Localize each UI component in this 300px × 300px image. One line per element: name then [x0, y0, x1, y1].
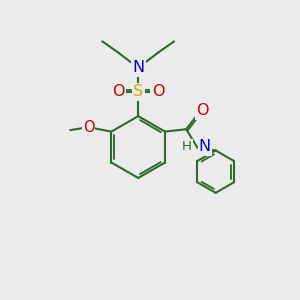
Text: N: N	[199, 140, 211, 154]
Text: N: N	[132, 60, 144, 75]
Text: O: O	[83, 120, 94, 135]
Text: H: H	[182, 140, 192, 153]
Text: O: O	[152, 85, 164, 100]
Text: S: S	[133, 85, 143, 100]
Text: O: O	[112, 85, 125, 100]
Text: O: O	[196, 103, 208, 118]
